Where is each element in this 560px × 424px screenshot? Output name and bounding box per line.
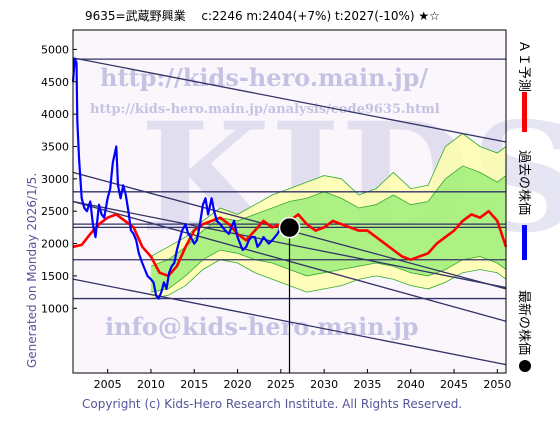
x-tick-label: 2050 xyxy=(483,378,511,391)
y-tick-label: 1000 xyxy=(41,302,69,315)
trend-line xyxy=(72,57,507,143)
axes: 1000 1500 2000 2500 3000 3500 4000 4500 5000 2005… xyxy=(41,29,511,391)
x-tick-label: 2005 xyxy=(94,378,122,391)
band-line-band_upper_outer xyxy=(150,132,507,257)
x-tick-label: 2040 xyxy=(397,378,425,391)
x-tick-label: 2020 xyxy=(224,378,252,391)
legend-past-price-label: 過去の株価 xyxy=(516,150,531,215)
legend-latest-price-marker xyxy=(519,360,531,372)
x-tick-label: 2045 xyxy=(440,378,468,391)
y-tick-label: 3500 xyxy=(41,140,69,153)
latest-price-marker xyxy=(278,216,301,239)
legend-past-price-swatch xyxy=(522,225,527,260)
band-inner-fill xyxy=(150,165,506,293)
y-tick-label: 3000 xyxy=(41,173,69,186)
y-tick-label: 4000 xyxy=(41,108,69,121)
legend: ＡＩ予測 過去の株価 最新の株価 xyxy=(516,40,532,372)
band-line-band_lower_inner xyxy=(150,249,507,293)
chart-title: 9635=武蔵野興業 c:2246 m:2404(+7%) t:2027(-10… xyxy=(85,9,440,23)
y-tick-label: 5000 xyxy=(41,43,69,56)
legend-ai-forecast-swatch xyxy=(522,92,527,132)
x-tick-label: 2025 xyxy=(267,378,295,391)
trend-lines xyxy=(72,57,507,373)
y-tick-label: 2500 xyxy=(41,205,69,218)
watermark-url-small: http://kids-hero.main.jp/analysis/code96… xyxy=(90,102,440,117)
x-tick-label: 2015 xyxy=(180,378,208,391)
legend-ai-forecast-label: ＡＩ予測 xyxy=(516,40,531,92)
legend-latest-price-label: 最新の株価 xyxy=(516,290,532,355)
x-tick-label: 2030 xyxy=(310,378,338,391)
watermark-url-large: http://kids-hero.main.jp/ xyxy=(100,63,428,92)
y-tick-label: 2000 xyxy=(41,238,69,251)
plot-frame xyxy=(72,29,507,374)
generated-date-label: Generated on Monday 2026/1/5. xyxy=(25,173,39,368)
latest-marker-group xyxy=(278,216,301,239)
copyright: Copyright (c) Kids-Hero Research Institu… xyxy=(82,397,462,411)
y-tick-label: 4500 xyxy=(41,76,69,89)
x-tick-label: 2035 xyxy=(353,378,381,391)
y-tick-label: 1500 xyxy=(41,270,69,283)
series-past-price xyxy=(71,58,291,300)
x-tick-label: 2010 xyxy=(137,378,165,391)
